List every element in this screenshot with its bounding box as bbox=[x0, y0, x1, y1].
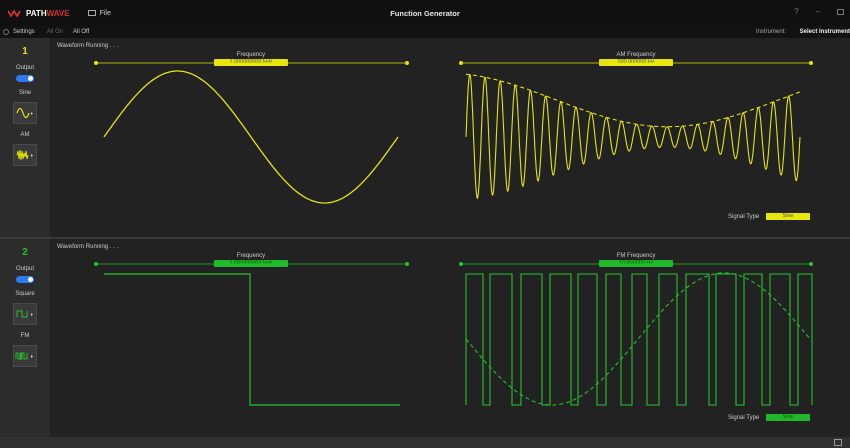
minimize-button[interactable]: – bbox=[815, 7, 820, 16]
output-toggle[interactable] bbox=[16, 276, 34, 283]
output-label: Output bbox=[15, 266, 34, 272]
waveform-status: Waveform Running . . . bbox=[57, 244, 119, 250]
am-modulated-trace bbox=[465, 74, 801, 200]
settings-button[interactable]: Settings bbox=[13, 29, 35, 35]
file-icon bbox=[87, 10, 96, 16]
all-on-button[interactable]: All On bbox=[46, 29, 64, 35]
file-menu[interactable]: File bbox=[87, 9, 111, 17]
frequency-label: Frequency bbox=[236, 52, 266, 58]
output-toggle[interactable] bbox=[16, 75, 34, 82]
frequency-slider[interactable] bbox=[94, 61, 409, 65]
modulation-select-button[interactable] bbox=[13, 345, 37, 367]
status-bar bbox=[0, 437, 850, 448]
modulation-label: AM bbox=[20, 132, 30, 138]
instrument-label: Instrument: bbox=[755, 29, 786, 35]
app-logo: PATH WAVE bbox=[8, 9, 70, 18]
toolbar: Settings All On All Off Instrument: Sele… bbox=[0, 26, 850, 38]
waveform-label: Square bbox=[15, 291, 35, 297]
help-button[interactable]: ? bbox=[794, 7, 799, 16]
output-label: Output bbox=[15, 65, 34, 71]
square-wave-icon bbox=[16, 310, 33, 318]
fm-modulated-trace bbox=[465, 273, 813, 406]
modulation-select-button[interactable] bbox=[13, 144, 37, 166]
channel-2-sidebar: 2 Output Square FM bbox=[0, 239, 50, 437]
signal-type-select[interactable]: Sine bbox=[766, 213, 810, 220]
channel-1-waveform-plot bbox=[94, 61, 813, 204]
window-title: Function Generator bbox=[390, 8, 460, 18]
channel-number: 1 bbox=[22, 46, 28, 57]
frequency-value[interactable]: 1.000000000 kHz bbox=[214, 260, 288, 267]
channel-divider bbox=[0, 237, 850, 239]
signal-type-label: Signal Type bbox=[728, 214, 760, 220]
carrier-sine-trace bbox=[103, 70, 399, 204]
fm-frequency-slider[interactable] bbox=[459, 262, 813, 266]
fm-modulation-icon bbox=[15, 352, 33, 360]
signal-type-select[interactable]: Sine bbox=[766, 414, 810, 421]
pathwave-logo-icon bbox=[8, 9, 21, 17]
channel-1-panel: 1 Output Sine AM Waveform Running . . . … bbox=[0, 38, 850, 237]
window-controls: ? – bbox=[794, 7, 844, 16]
signal-type-label: Signal Type bbox=[728, 415, 760, 421]
fm-modulating-sine-trace bbox=[465, 272, 811, 406]
channel-2-waveform-plot bbox=[94, 262, 813, 406]
channel-number: 2 bbox=[22, 247, 28, 258]
modulation-label: FM bbox=[20, 333, 30, 339]
instrument-selector[interactable]: Select Instrument bbox=[799, 29, 850, 35]
frequency-value[interactable]: 1.000000000 kHz bbox=[214, 59, 288, 66]
sine-wave-icon bbox=[16, 107, 33, 119]
fm-frequency-label: FM Frequency bbox=[616, 253, 656, 259]
am-frequency-slider[interactable] bbox=[459, 61, 813, 65]
frequency-slider[interactable] bbox=[94, 262, 409, 266]
title-bar: PATH WAVE File Function Generator ? – bbox=[0, 0, 850, 26]
waveform-select-button[interactable] bbox=[13, 102, 37, 124]
all-off-button[interactable]: All Off bbox=[73, 29, 90, 35]
waveform-label: Sine bbox=[18, 90, 31, 96]
waveform-select-button[interactable] bbox=[13, 303, 37, 325]
waveform-status: Waveform Running . . . bbox=[57, 43, 119, 49]
am-modulation-icon bbox=[16, 149, 33, 161]
carrier-square-trace bbox=[104, 273, 400, 406]
am-frequency-value[interactable]: 100.000000 Hz bbox=[599, 59, 673, 66]
am-envelope-trace bbox=[465, 73, 801, 128]
gear-icon bbox=[3, 29, 9, 35]
file-menu-label: File bbox=[99, 9, 111, 17]
channel-1-sidebar: 1 Output Sine AM bbox=[0, 38, 50, 237]
logo-text-path: PATH bbox=[26, 8, 47, 18]
window-restore-icon[interactable] bbox=[834, 439, 842, 446]
channel-2-panel: 2 Output Square FM Waveform Running . . … bbox=[0, 239, 850, 437]
am-frequency-label: AM Frequency bbox=[616, 52, 656, 58]
fm-frequency-value[interactable]: 10.000000 Hz bbox=[599, 260, 673, 267]
frequency-label: Frequency bbox=[236, 253, 266, 259]
logo-text-wave: WAVE bbox=[46, 8, 70, 18]
maximize-button[interactable] bbox=[837, 9, 844, 15]
